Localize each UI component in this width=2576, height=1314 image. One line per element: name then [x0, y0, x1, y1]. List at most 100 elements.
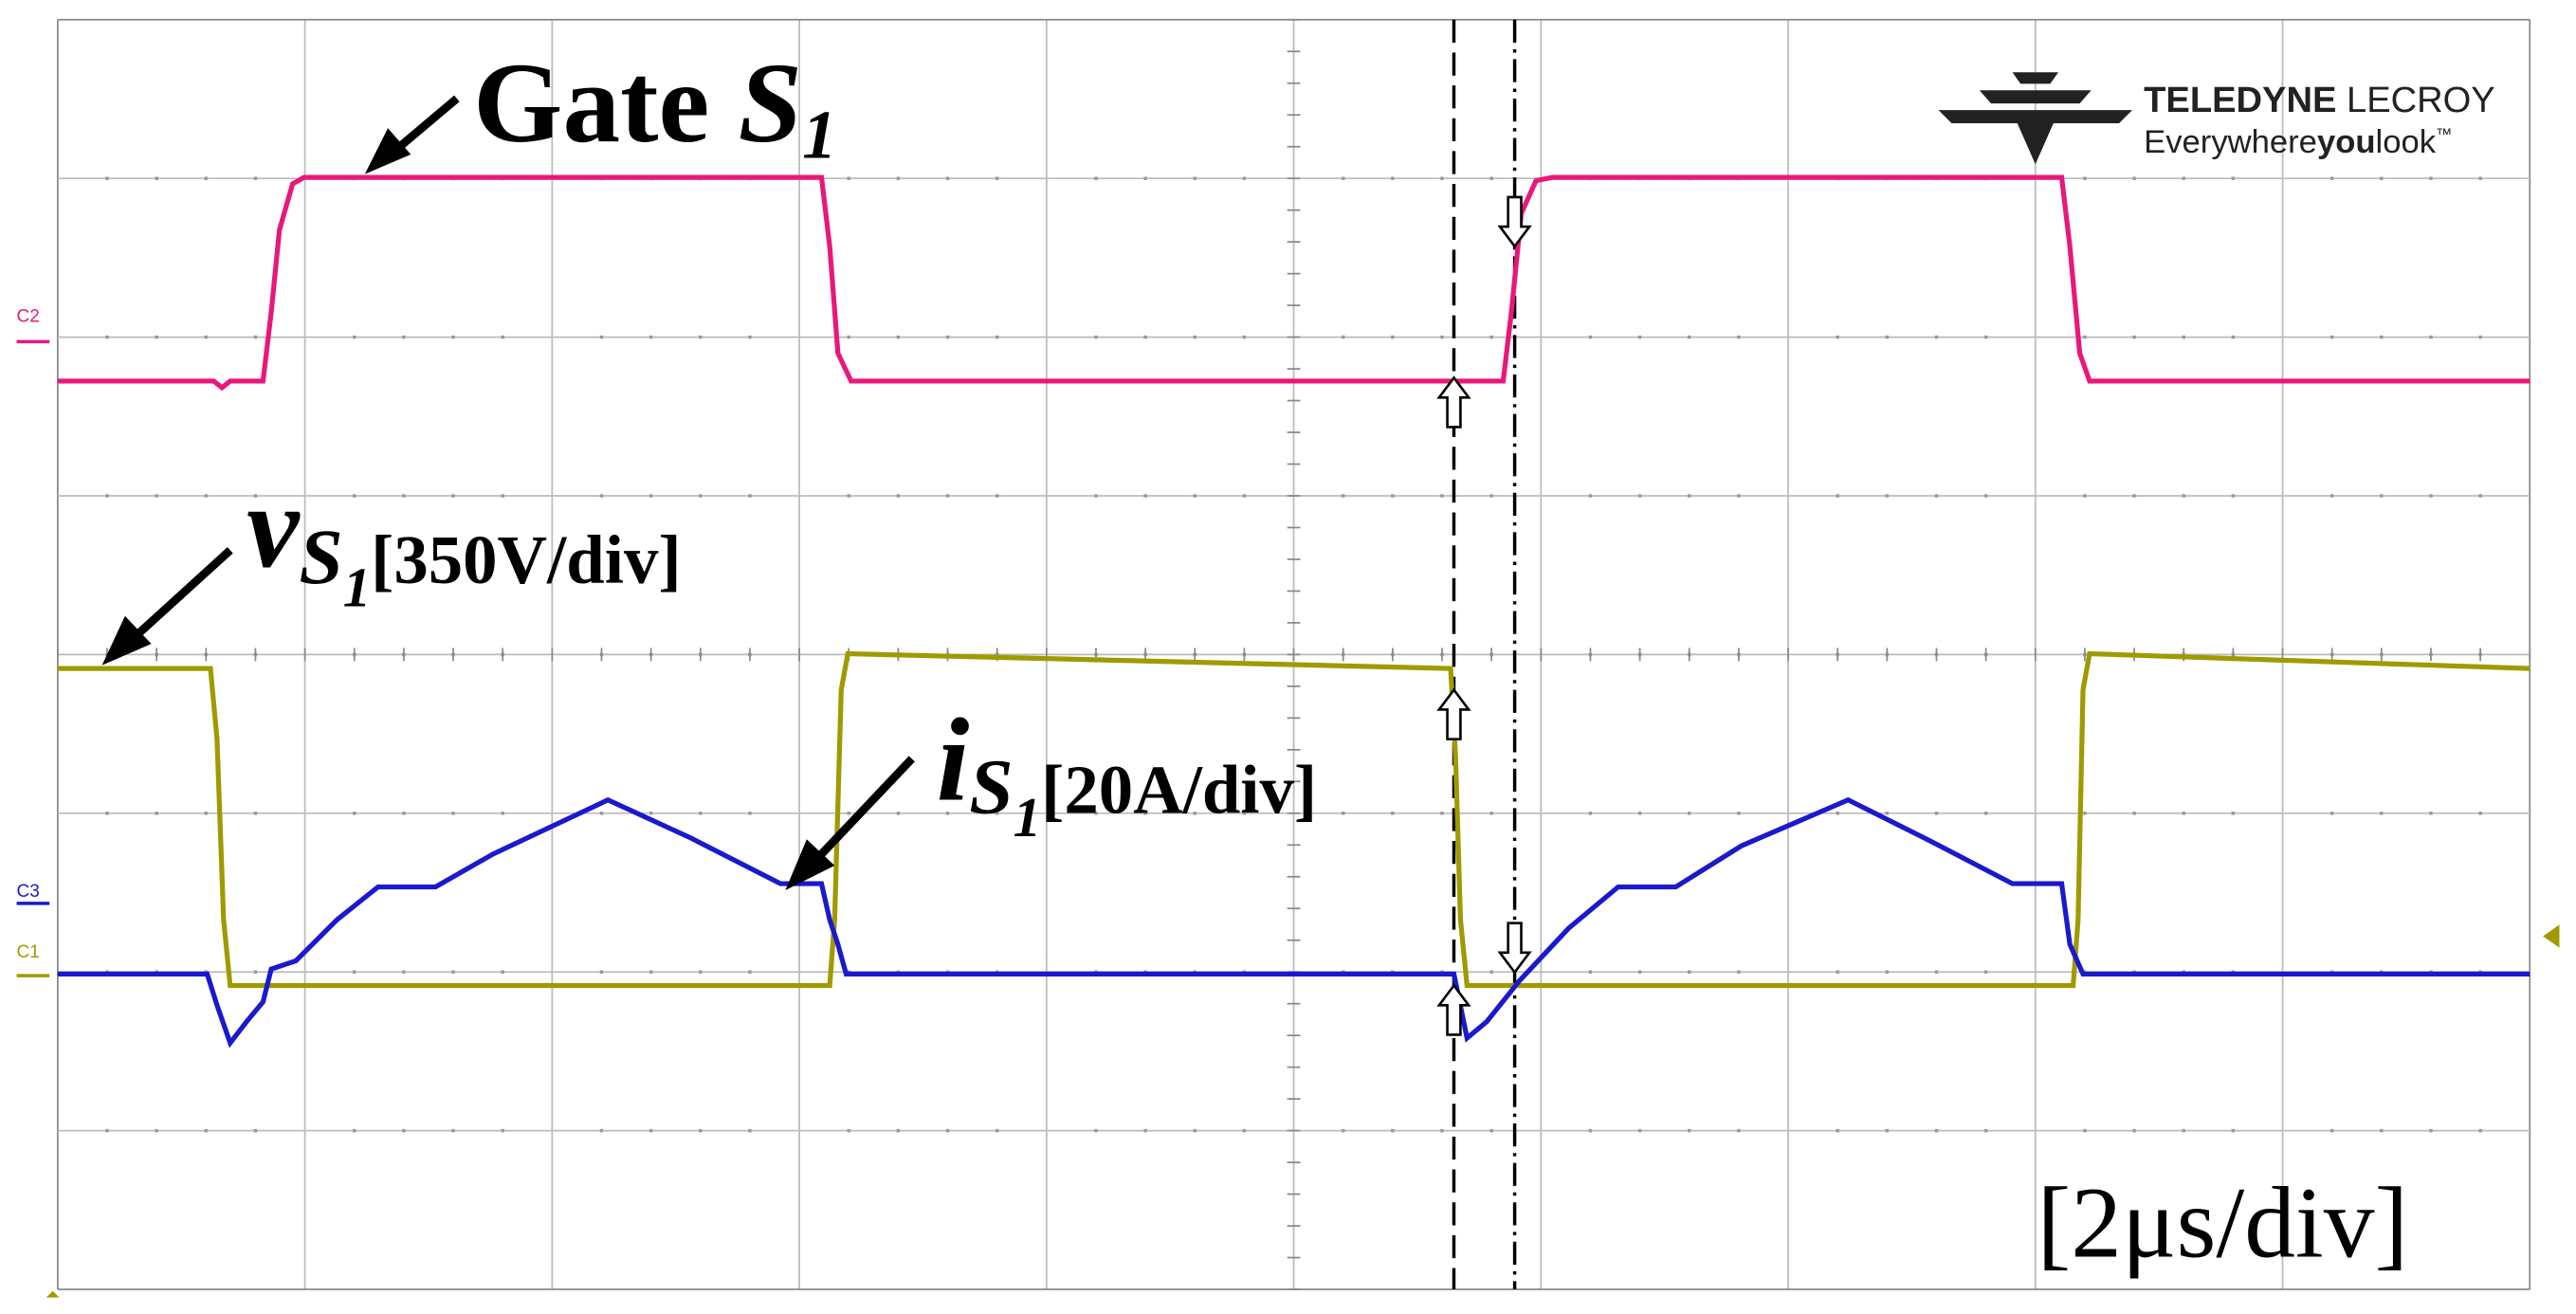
grid-dot — [1440, 176, 1444, 180]
grid-dot — [1489, 970, 1493, 974]
grid-dot — [699, 335, 703, 339]
grid-dot — [353, 335, 356, 339]
grid-dot — [699, 970, 703, 974]
grid-dot — [649, 494, 653, 498]
current-label: iS1[20A/div] — [937, 695, 1317, 849]
grid-dot — [253, 1128, 258, 1133]
grid-dot — [1489, 176, 1493, 180]
grid-dot — [1737, 335, 1741, 339]
arrowhead — [364, 128, 411, 174]
arrowhead — [101, 615, 152, 666]
grid-dot — [2231, 176, 2236, 180]
grid-dot — [1440, 494, 1444, 498]
grid-dot — [2329, 176, 2334, 180]
grid-dot — [1836, 335, 1839, 339]
grid-dot — [1094, 1128, 1098, 1133]
grid-dot — [155, 176, 158, 180]
grid-dot — [1637, 970, 1642, 974]
grid-dot — [748, 970, 752, 974]
logo-tagline: Everywhereyoulook™ — [2144, 124, 2452, 160]
marker-up — [1436, 375, 1471, 429]
grid-dot — [599, 812, 604, 815]
logo-mark — [2012, 72, 2059, 84]
tagline: Everywhere — [2144, 124, 2317, 160]
grid-dot — [105, 812, 109, 815]
grid-dot — [204, 494, 209, 498]
grid-dot — [1489, 494, 1493, 498]
grid-dot — [1143, 1128, 1147, 1133]
arrow — [137, 547, 233, 636]
grid-dot — [945, 176, 950, 180]
grid-dot — [2380, 812, 2384, 815]
grid-dot — [1637, 1128, 1642, 1133]
grid-dot — [1094, 176, 1098, 180]
grid-dot — [402, 1128, 406, 1133]
grid-dot — [1440, 1128, 1444, 1133]
symbol: S — [739, 40, 802, 167]
grid-dot — [1885, 335, 1890, 339]
voltage-label: vS1[350V/div] — [247, 462, 681, 619]
grid-dot — [501, 335, 504, 339]
grid-dot — [253, 812, 258, 815]
grid-dot — [501, 1128, 504, 1133]
grid-dot — [2380, 335, 2384, 339]
annotation-arrows — [101, 95, 915, 891]
grid-dot — [896, 812, 901, 815]
grid-dot — [1489, 812, 1493, 815]
grid-dot — [204, 1128, 209, 1133]
grid-dot — [995, 176, 999, 180]
grid-dot — [2083, 335, 2087, 339]
grid-dot — [353, 812, 356, 815]
grid-dot — [1341, 335, 1345, 339]
grid-dot — [2429, 494, 2433, 498]
grid-dot — [1885, 970, 1890, 974]
grid-dot — [1836, 812, 1839, 815]
trigger-marker — [46, 1290, 60, 1298]
grid-dot — [995, 1128, 999, 1133]
brand: TELEDYNE — [2144, 81, 2336, 120]
grid-dot — [105, 1128, 109, 1133]
grid-dot — [2231, 494, 2236, 498]
grid-dot — [1737, 812, 1741, 815]
grid-dot — [748, 494, 752, 498]
grid-dot — [402, 494, 406, 498]
grid-dot — [451, 335, 455, 339]
grid-dot — [2132, 812, 2136, 815]
channel-label: C3 — [17, 882, 40, 902]
grid-dot — [1391, 1128, 1395, 1133]
grid-dot — [1094, 335, 1098, 339]
grid-dot — [253, 176, 258, 180]
grid-dot — [451, 812, 455, 815]
grid-dot — [155, 335, 158, 339]
grid-dot — [2132, 335, 2136, 339]
subscript: 1 — [802, 96, 836, 173]
grid-dot — [1391, 494, 1395, 498]
grid-dot — [599, 335, 604, 339]
marker-down — [1497, 195, 1532, 249]
grid-dot — [2429, 1128, 2433, 1133]
grid-dot — [402, 335, 406, 339]
grid-dot — [1934, 335, 1939, 339]
logo-mark — [1938, 110, 2133, 165]
grid-dot — [1341, 1128, 1345, 1133]
grid-dot — [748, 335, 752, 339]
scale: [350V/div] — [371, 521, 681, 598]
gate-label: Gate S1 — [473, 40, 836, 173]
grid-dot — [204, 176, 209, 180]
grid-dot — [2478, 1128, 2482, 1133]
grid-dot — [1983, 1128, 1988, 1133]
grid-dot — [896, 1128, 901, 1133]
grid-dot — [1688, 1128, 1691, 1133]
marker-up — [1436, 983, 1471, 1036]
grid-dot — [253, 494, 258, 498]
grid-dot — [896, 494, 901, 498]
grid-dot — [1688, 970, 1691, 974]
grid-dot — [1341, 494, 1345, 498]
arrow — [392, 95, 460, 155]
grid-dot — [1934, 1128, 1939, 1133]
grid-dot — [995, 494, 999, 498]
grid-dot — [699, 812, 703, 815]
arrow — [818, 756, 915, 857]
